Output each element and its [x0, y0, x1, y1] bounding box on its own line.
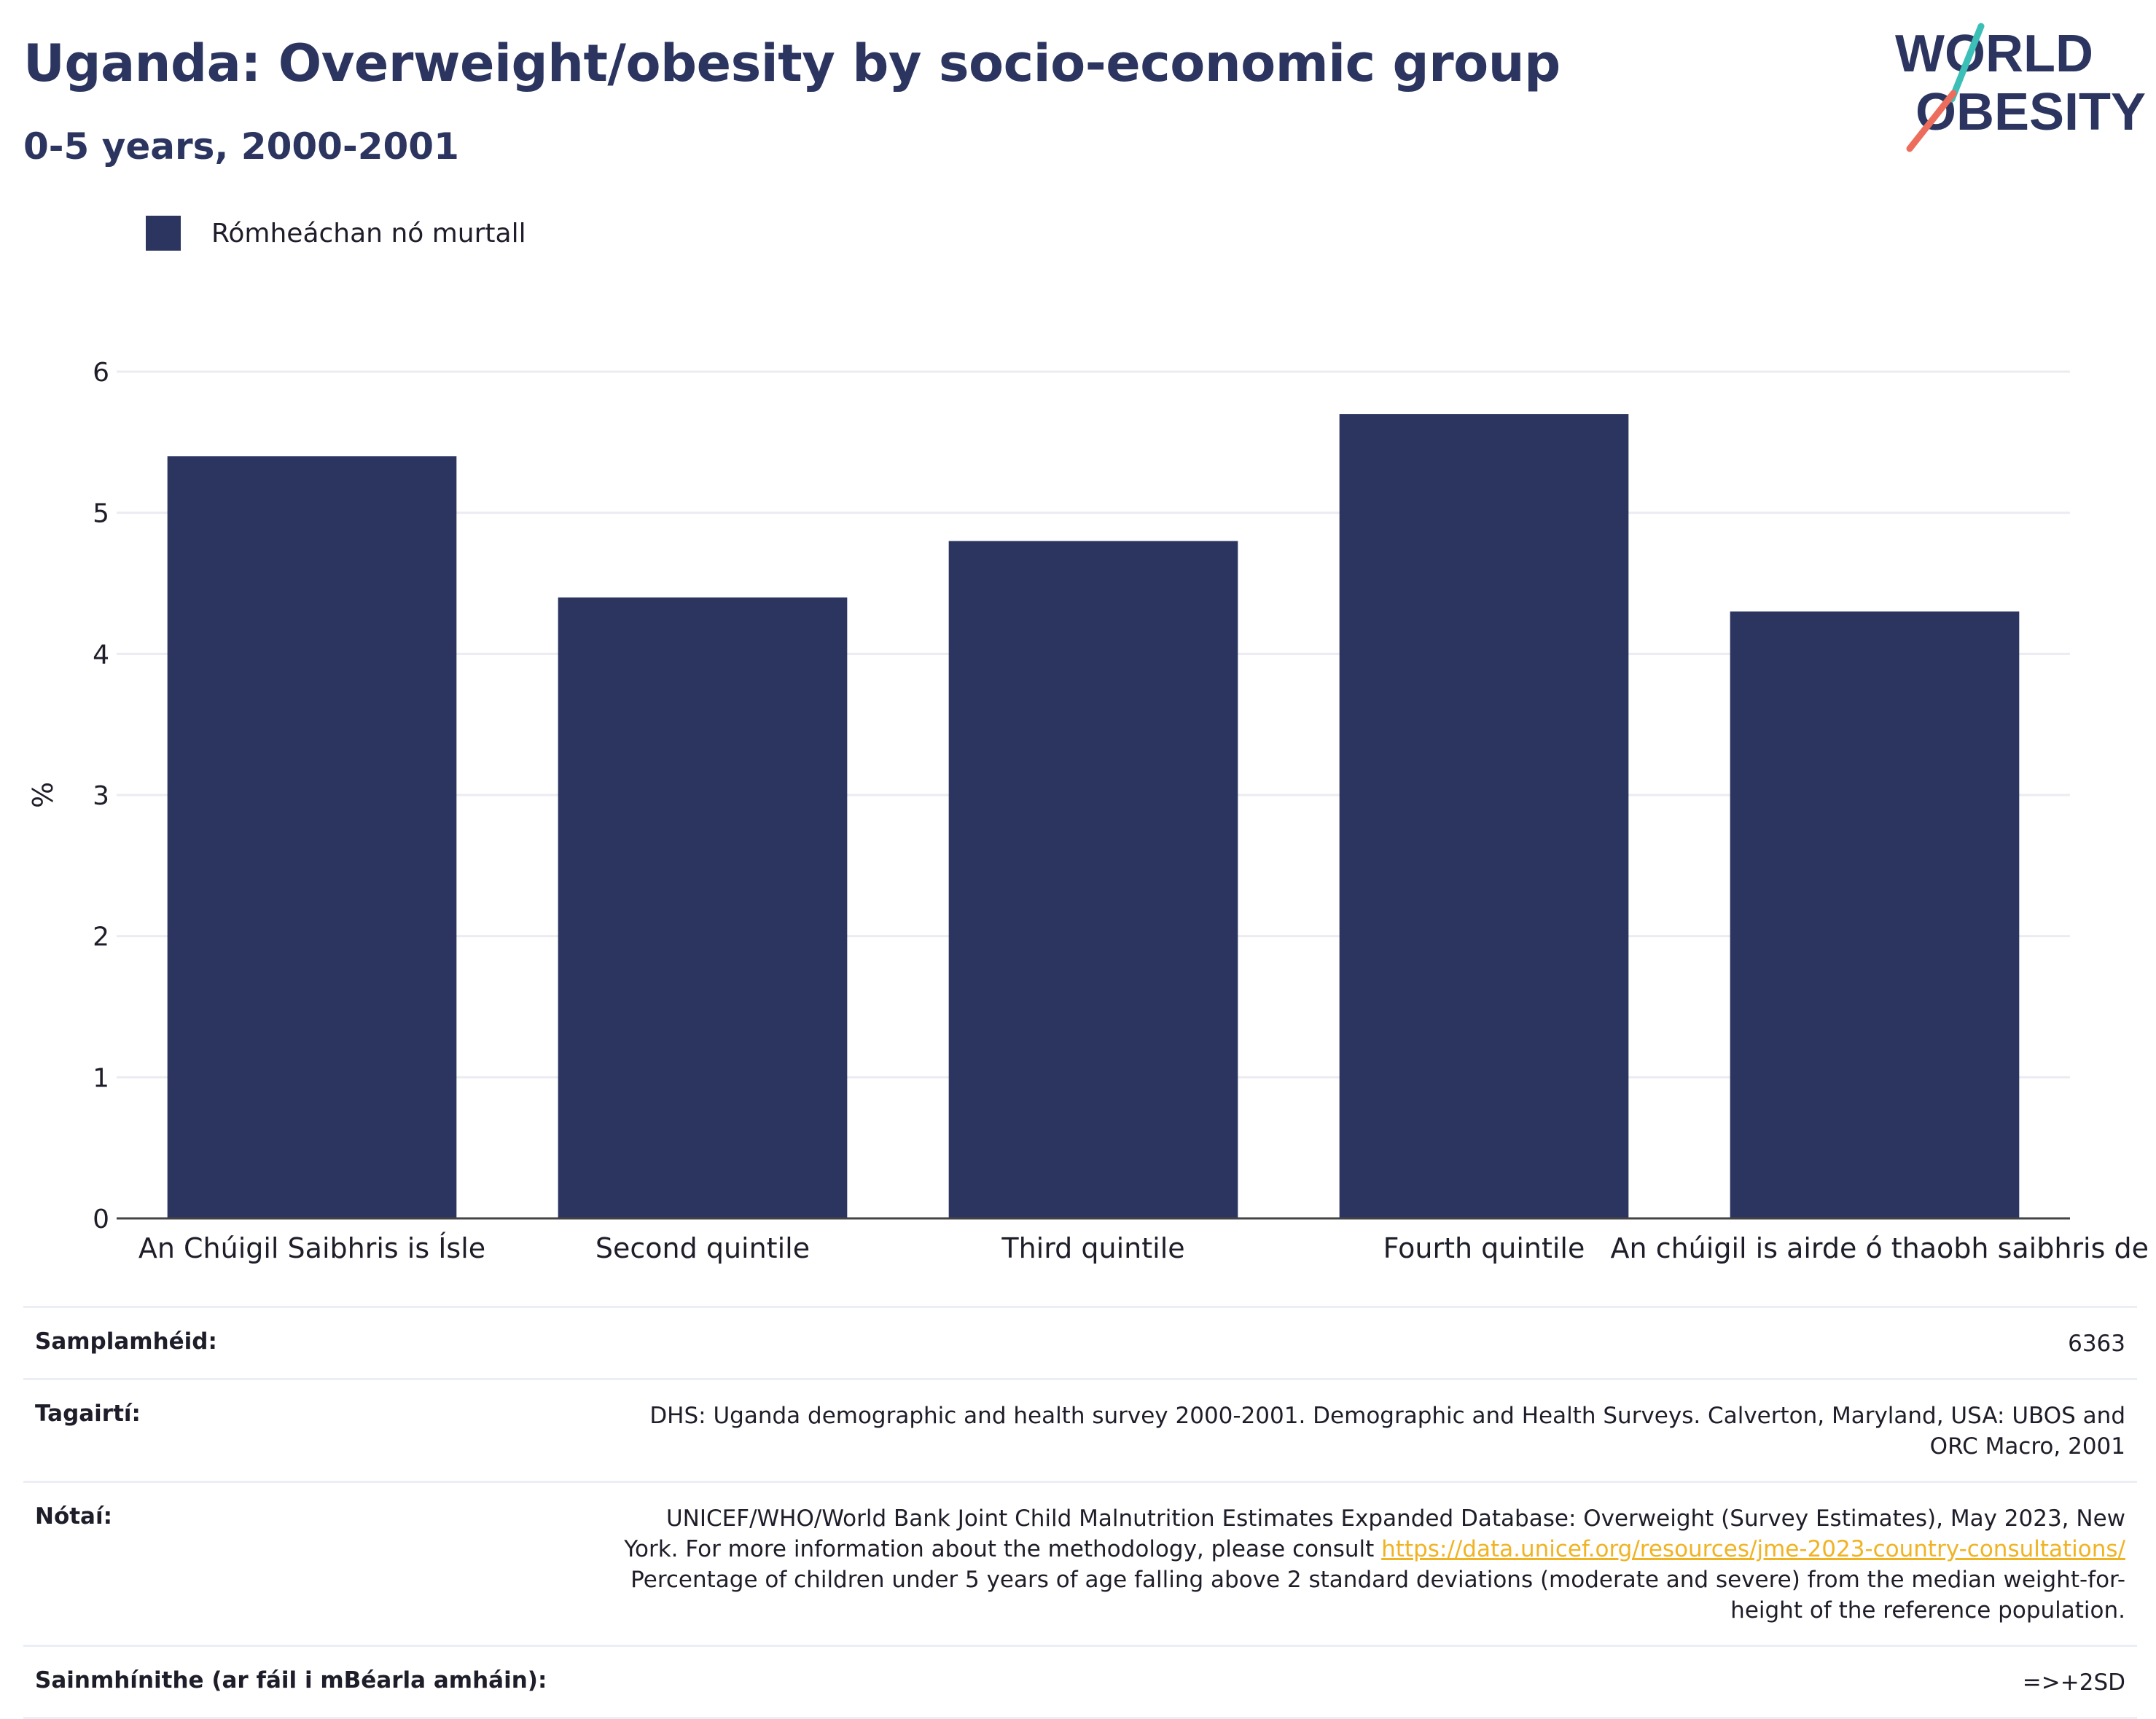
notes-text-2: Percentage of children under 5 years of …: [630, 1567, 2125, 1624]
sample-size-label: Samplamhéid:: [23, 1306, 601, 1379]
x-tick-label: Fourth quintile: [1383, 1232, 1585, 1264]
notes-text-1: UNICEF/WHO/World Bank Joint Child Malnut…: [624, 1505, 2125, 1562]
bar-2[interactable]: [558, 597, 848, 1218]
logo-word-obesity: OBESITY: [1915, 83, 2146, 141]
logo-slash-coral: [1906, 90, 1957, 152]
sample-size-row: Samplamhéid: 6363: [23, 1306, 2137, 1379]
y-axis-label: %: [27, 782, 59, 808]
notes-link[interactable]: https://data.unicef.org/resources/jme-20…: [1381, 1536, 2125, 1562]
world-obesity-logo: WORLD OBESITY: [1895, 23, 2146, 152]
y-tick-label: 4: [93, 640, 109, 670]
y-tick-label: 3: [93, 781, 109, 811]
definitions-label: Sainmhínithe (ar fáil i mBéarla amháin):: [23, 1645, 601, 1719]
notes-value: UNICEF/WHO/World Bank Joint Child Malnut…: [601, 1481, 2137, 1646]
y-tick-label: 2: [93, 923, 109, 952]
chart-subtitle: 0-5 years, 2000-2001: [23, 125, 459, 168]
x-tick-label: Third quintile: [1001, 1232, 1184, 1264]
notes-row: Nótaí: UNICEF/WHO/World Bank Joint Child…: [23, 1481, 2137, 1646]
chart-title: Uganda: Overweight/obesity by socio-econ…: [23, 34, 1561, 93]
references-value: DHS: Uganda demographic and health surve…: [601, 1378, 2137, 1482]
logo-word-world: WORLD: [1895, 25, 2093, 83]
logo-slash-teal: [1948, 23, 1985, 103]
references-label: Tagairtí:: [23, 1378, 601, 1482]
definitions-row: Sainmhínithe (ar fáil i mBéarla amháin):…: [23, 1645, 2137, 1719]
x-tick-label: Second quintile: [595, 1232, 810, 1264]
y-tick-label: 0: [93, 1205, 109, 1234]
definitions-value: =>+2SD: [601, 1645, 2137, 1719]
bar-1[interactable]: [167, 456, 457, 1219]
bar-4[interactable]: [1339, 414, 1629, 1218]
sample-size-value: 6363: [601, 1306, 2137, 1379]
chart-legend[interactable]: Rómheáchan nó murtall: [146, 216, 526, 251]
y-tick-label: 6: [93, 358, 109, 388]
x-tick-label: An chúigil is airde ó thaobh saibhris de: [1611, 1232, 2149, 1264]
references-row: Tagairtí: DHS: Uganda demographic and he…: [23, 1378, 2137, 1482]
y-tick-label: 5: [93, 499, 109, 529]
x-tick-label: An Chúigil Saibhris is Ísle: [138, 1232, 485, 1264]
bar-3[interactable]: [948, 541, 1238, 1218]
notes-label: Nótaí:: [23, 1481, 601, 1646]
legend-label: Rómheáchan nó murtall: [211, 218, 526, 248]
y-tick-label: 1: [93, 1063, 109, 1093]
legend-swatch: [146, 216, 181, 251]
bar-5[interactable]: [1730, 611, 2020, 1218]
bar-chart: 0 1 2 3 4 5 6% An Chúigil Saibhris is Ísle Secon…: [27, 358, 2149, 1264]
info-table: Samplamhéid: 6363 Tagairtí: DHS: Uganda …: [23, 1306, 2137, 1719]
